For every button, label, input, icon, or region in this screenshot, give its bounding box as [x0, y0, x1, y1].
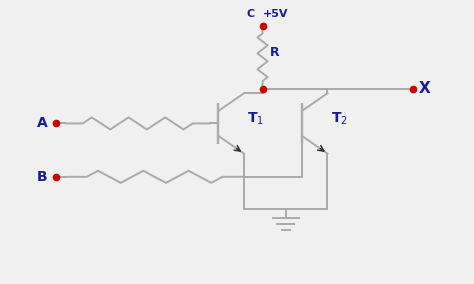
Text: T$_2$: T$_2$: [331, 110, 347, 127]
Text: R: R: [270, 46, 279, 59]
Text: T$_1$: T$_1$: [247, 110, 264, 127]
Text: B: B: [37, 170, 48, 184]
Text: C: C: [246, 9, 254, 19]
Text: X: X: [419, 81, 431, 96]
Text: A: A: [37, 116, 48, 130]
Text: +5V: +5V: [263, 9, 288, 19]
